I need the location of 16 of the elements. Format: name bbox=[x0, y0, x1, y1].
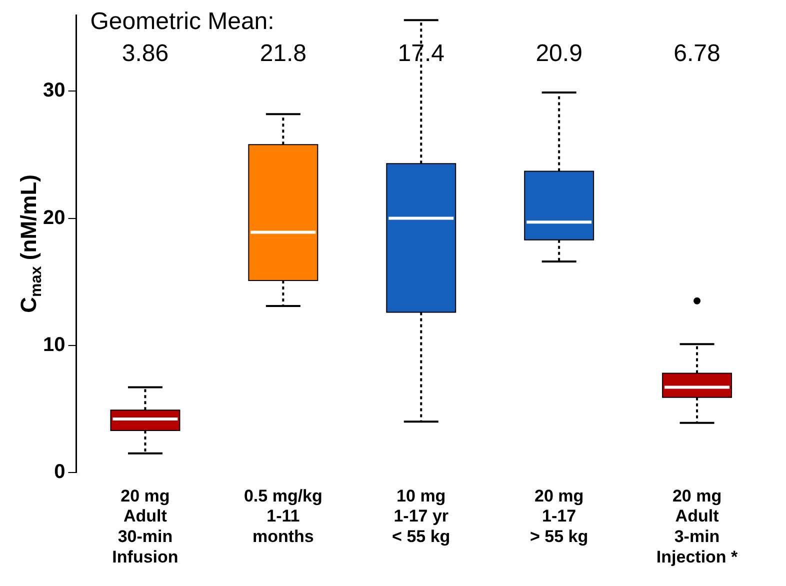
annotation: Geometric Mean: bbox=[90, 8, 274, 35]
x-tick-label: 20 mg 1-17 > 55 kg bbox=[530, 486, 588, 546]
annotation: 3.86 bbox=[122, 40, 169, 67]
y-tick-label: 10 bbox=[42, 334, 66, 356]
x-tick-label: 20 mg Adult 3-min Injection * bbox=[656, 486, 738, 566]
y-axis-title: Cmax (nM/mL) bbox=[16, 174, 45, 313]
annotation: 17.4 bbox=[398, 40, 444, 67]
y-tick-label: 20 bbox=[42, 206, 66, 229]
annotation: 21.8 bbox=[260, 40, 307, 67]
x-tick-label: 10 mg 1-17 yr < 55 kg bbox=[392, 486, 450, 546]
x-tick-label: 0.5 mg/kg 1-11 months bbox=[244, 486, 322, 546]
annotation: 6.78 bbox=[674, 40, 720, 67]
y-tick-label: 30 bbox=[42, 80, 66, 102]
y-tick-label: 0 bbox=[54, 460, 66, 483]
x-tick-label: 20 mg Adult 30-min Infusion bbox=[112, 486, 178, 566]
annotation: 20.9 bbox=[536, 40, 582, 67]
